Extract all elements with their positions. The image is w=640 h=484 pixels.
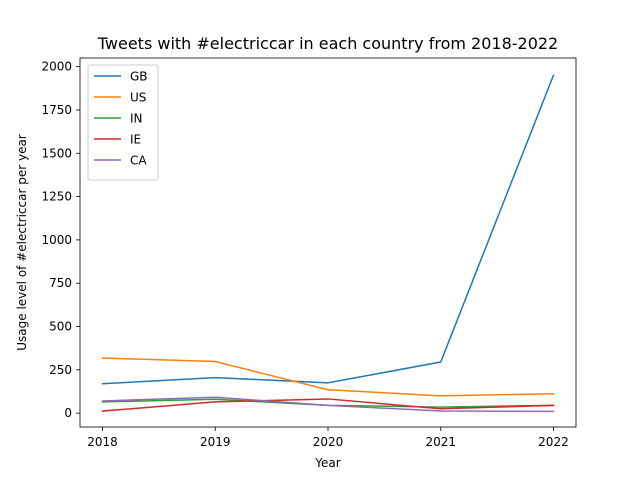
plot-area: [79, 57, 577, 428]
y-tick-label: 250: [49, 363, 72, 377]
y-tick-label: 1750: [41, 103, 72, 117]
series-line-gb: [101, 74, 555, 385]
y-axis-label: Usage level of #electriccar per year: [15, 134, 29, 351]
legend-label-ie: IE: [130, 133, 141, 147]
x-tick-label: 2022: [538, 435, 569, 449]
legend-label-in: IN: [130, 112, 143, 126]
x-tick-label: 2018: [87, 435, 118, 449]
legend-box: [87, 64, 159, 181]
legend-label-us: US: [130, 91, 146, 105]
legend-label-ca: CA: [130, 154, 147, 168]
y-tick-label: 750: [49, 276, 72, 290]
y-tick-label: 1000: [41, 233, 72, 247]
series-line-ca: [101, 396, 555, 413]
y-axis: 0 250 500 750 1000 1250 1500 1750 2000: [41, 60, 80, 420]
legend-label-gb: GB: [130, 70, 148, 84]
plot-background: [80, 58, 576, 427]
x-tick-label: 2021: [425, 435, 456, 449]
y-tick-label: 500: [49, 320, 72, 334]
chart-title: Tweets with #electriccar in each country…: [97, 34, 558, 53]
x-tick-label: 2020: [313, 435, 344, 449]
series-line-us: [101, 357, 555, 397]
legend: GB US IN IE CA: [87, 64, 159, 181]
y-tick-label: 1250: [41, 190, 72, 204]
x-tick-label: 2019: [200, 435, 231, 449]
y-tick-label: 2000: [41, 60, 72, 74]
series-layer: [101, 74, 555, 413]
x-axis-label: Year: [314, 456, 340, 470]
y-tick-label: 0: [64, 406, 72, 420]
x-axis: 2018 2019 2020 2021 2022: [87, 427, 569, 449]
y-tick-label: 1500: [41, 146, 72, 160]
series-line-ie: [101, 398, 555, 412]
